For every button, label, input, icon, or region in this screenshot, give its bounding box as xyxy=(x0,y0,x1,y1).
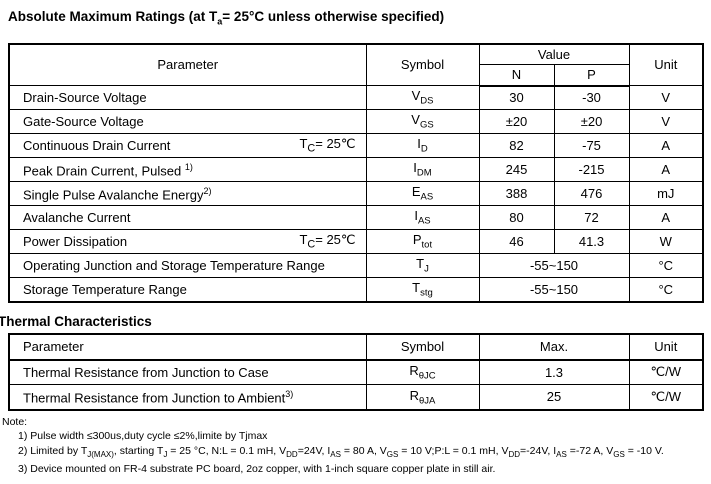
table-row: Continuous Drain Current TC= 25℃ ID 82 -7… xyxy=(8,133,704,159)
unit: A xyxy=(628,205,704,231)
table-row: Drain-Source Voltage VDS 30 -30 V xyxy=(8,85,704,111)
value-n: 82 xyxy=(478,133,555,159)
unit: °C xyxy=(628,253,704,279)
col-header-symbol: Symbol xyxy=(365,43,480,87)
parameter-name: Thermal Resistance from Junction to Ambi… xyxy=(23,388,294,406)
value-n: 80 xyxy=(478,205,555,231)
header-row-1: Parameter Symbol Value Unit xyxy=(8,43,704,87)
unit: °C xyxy=(628,277,704,303)
parameter-name: Power Dissipation xyxy=(23,234,128,250)
note-item: 1) Pulse width ≤300us,duty cycle ≤2%,lim… xyxy=(18,429,268,442)
symbol: IDM xyxy=(365,157,480,183)
unit: V xyxy=(628,85,704,111)
notes-label: Note: xyxy=(2,415,28,428)
value-max: 1.3 xyxy=(478,359,630,386)
value-p: -75 xyxy=(553,133,630,159)
table-row: Operating Junction and Storage Temperatu… xyxy=(8,253,704,279)
col-header-parameter: Parameter xyxy=(8,43,367,87)
col-header-max: Max. xyxy=(478,333,630,361)
symbol: VDS xyxy=(365,85,480,111)
parameter-condition: TC= 25℃ xyxy=(299,232,356,251)
header-row-2: N P xyxy=(9,64,703,87)
symbol: RθJA xyxy=(365,384,480,411)
col-header-value: Value xyxy=(478,43,630,66)
value-n: 30 xyxy=(478,85,555,111)
value-max: 25 xyxy=(478,384,630,411)
parameter-name: Gate-Source Voltage xyxy=(23,114,144,130)
table-row: Thermal Resistance from Junction to Ambi… xyxy=(8,384,704,411)
symbol: TJ xyxy=(365,253,480,279)
parameter-name: Peak Drain Current, Pulsed 1) xyxy=(23,161,193,178)
unit: ℃/W xyxy=(628,384,704,411)
unit: A xyxy=(628,133,704,159)
table-row: Single Pulse Avalanche Energy2) EAS 388 … xyxy=(8,181,704,207)
parameter-name: Thermal Resistance from Junction to Case xyxy=(23,364,269,380)
parameter-name: Single Pulse Avalanche Energy2) xyxy=(23,185,212,202)
header-row: Parameter Symbol Max. Unit xyxy=(8,333,704,361)
table-row: Peak Drain Current, Pulsed 1) IDM 245 -2… xyxy=(8,157,704,183)
parameter-condition: TC= 25℃ xyxy=(299,136,356,155)
unit: mJ xyxy=(628,181,704,207)
unit: A xyxy=(628,157,704,183)
value-p: -30 xyxy=(553,85,630,111)
col-header-n: N xyxy=(478,64,555,87)
unit: V xyxy=(628,109,704,135)
value-n: ±20 xyxy=(478,109,555,135)
value-p: 41.3 xyxy=(553,229,630,255)
note-item: 2) Limited by TJ(MAX), starting TJ = 25 … xyxy=(18,444,664,459)
abs-max-table: Parameter Symbol Value Unit N P Drain-So… xyxy=(8,42,705,303)
unit: W xyxy=(628,229,704,255)
symbol: Ptot xyxy=(365,229,480,255)
parameter-name: Operating Junction and Storage Temperatu… xyxy=(23,258,325,274)
parameter-name: Avalanche Current xyxy=(23,210,131,226)
value-p: -215 xyxy=(553,157,630,183)
col-header-symbol: Symbol xyxy=(365,333,480,361)
value-n: 245 xyxy=(478,157,555,183)
thermal-table: Parameter Symbol Max. Unit Thermal Resis… xyxy=(8,332,704,411)
table-row: Power Dissipation TC= 25℃ Ptot 46 41.3 W xyxy=(8,229,704,255)
col-header-parameter: Parameter xyxy=(8,333,367,361)
abs-max-section-title: Absolute Maximum Ratings (at Ta= 25°C un… xyxy=(8,9,445,27)
value-p: ±20 xyxy=(553,109,630,135)
unit: ℃/W xyxy=(628,359,704,386)
table-row: Thermal Resistance from Junction to Case… xyxy=(8,359,704,386)
note-item: 3) Device mounted on FR-4 substrate PC b… xyxy=(18,462,496,475)
table-row: Storage Temperature Range Tstg -55~150 °… xyxy=(8,277,704,303)
parameter-name: Storage Temperature Range xyxy=(23,281,187,297)
col-header-unit: Unit xyxy=(628,333,704,361)
parameter-name: Continuous Drain Current xyxy=(23,138,171,154)
value-p: 476 xyxy=(553,181,630,207)
symbol: RθJC xyxy=(365,359,480,386)
value-p: 72 xyxy=(553,205,630,231)
table-row: Avalanche Current IAS 80 72 A xyxy=(8,205,704,231)
table-row: Gate-Source Voltage VGS ±20 ±20 V xyxy=(8,109,704,135)
value-n: 46 xyxy=(478,229,555,255)
value-span: -55~150 xyxy=(478,253,630,279)
value-span: -55~150 xyxy=(478,277,630,303)
symbol: VGS xyxy=(365,109,480,135)
col-header-p: P xyxy=(553,64,630,87)
symbol: IAS xyxy=(365,205,480,231)
symbol: Tstg xyxy=(365,277,480,303)
symbol: EAS xyxy=(365,181,480,207)
value-n: 388 xyxy=(478,181,555,207)
notes-section: Note: 1) Pulse width ≤300us,duty cycle ≤… xyxy=(2,415,711,477)
parameter-name: Drain-Source Voltage xyxy=(23,90,147,106)
col-header-unit: Unit xyxy=(628,43,704,87)
thermal-section-title: Thermal Characteristics xyxy=(0,313,152,329)
symbol: ID xyxy=(365,133,480,159)
